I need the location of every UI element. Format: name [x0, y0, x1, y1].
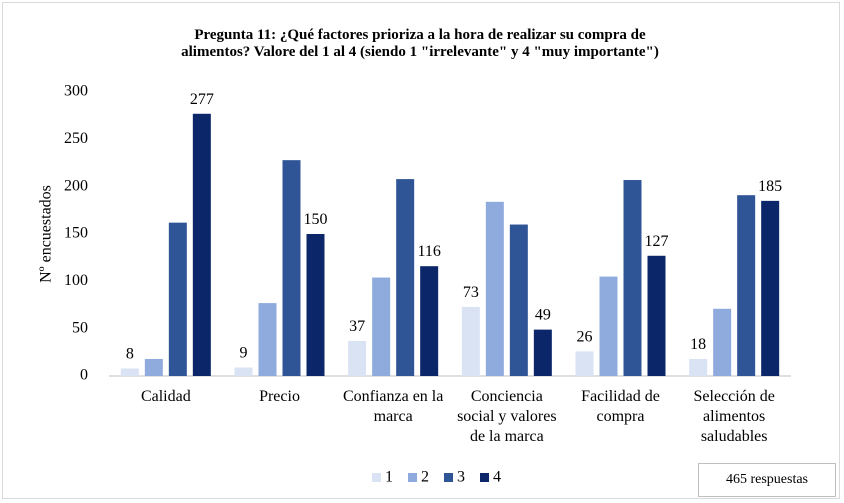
- x-tick-label: Calidad: [141, 388, 191, 405]
- legend-label: 2: [421, 469, 429, 486]
- y-tick-label: 100: [64, 272, 88, 289]
- x-tick-label: Conciencia social y valores de la marca: [457, 388, 557, 445]
- bar: [533, 329, 552, 376]
- legend-label: 4: [493, 469, 501, 486]
- data-label: 185: [758, 178, 782, 195]
- bar: [144, 358, 163, 376]
- bar: [713, 308, 732, 376]
- bar: [647, 255, 666, 376]
- legend-label: 1: [385, 469, 393, 486]
- bar: [192, 113, 211, 377]
- bar: [282, 160, 301, 376]
- data-label: 37: [349, 318, 365, 335]
- legend-swatch: [372, 473, 381, 482]
- legend-swatch: [444, 473, 453, 482]
- bar: [599, 276, 618, 376]
- bar: [485, 201, 504, 376]
- legend-label: 3: [457, 469, 465, 486]
- y-tick-label: 50: [72, 319, 88, 336]
- y-tick-label: 300: [64, 83, 88, 100]
- bar: [623, 180, 642, 376]
- bar: [372, 277, 391, 376]
- x-tick-label: Confianza en la marca: [343, 388, 443, 425]
- bar: [461, 306, 480, 376]
- data-label: 26: [577, 328, 593, 345]
- y-tick-label: 250: [64, 130, 88, 147]
- data-label: 116: [417, 243, 440, 260]
- bar: [234, 367, 253, 376]
- y-tick-label: 0: [80, 367, 88, 384]
- bar: [575, 351, 594, 376]
- response-count: 465 respuestas: [698, 463, 836, 497]
- bar: [761, 200, 780, 376]
- bar: [306, 234, 325, 376]
- legend-swatch: [480, 473, 489, 482]
- bar: [737, 195, 756, 376]
- data-label: 49: [535, 307, 551, 324]
- bar: [420, 266, 439, 376]
- y-axis-label: Nº encuestados: [38, 185, 55, 283]
- bar: [120, 368, 139, 376]
- x-tick-label: Precio: [259, 388, 300, 405]
- data-label: 277: [190, 91, 214, 108]
- bar: [509, 224, 528, 376]
- x-tick-label: Facilidad de compra: [581, 388, 660, 425]
- data-label: 73: [463, 284, 479, 301]
- y-tick-label: 150: [64, 225, 88, 242]
- bar: [689, 358, 708, 376]
- data-label: 8: [126, 345, 134, 362]
- data-label: 127: [645, 233, 669, 250]
- data-label: 9: [240, 344, 248, 361]
- data-label: 150: [304, 211, 328, 228]
- legend-swatch: [408, 473, 417, 482]
- y-tick-label: 200: [64, 177, 88, 194]
- bar: [258, 303, 277, 376]
- bar: [168, 222, 187, 376]
- chart-title: Pregunta 11: ¿Qué factores prioriza a la…: [181, 27, 659, 60]
- x-tick-label: Selección de alimentos saludables: [694, 388, 775, 445]
- bar: [348, 340, 367, 376]
- bar: [396, 179, 415, 376]
- data-label: 18: [690, 336, 706, 353]
